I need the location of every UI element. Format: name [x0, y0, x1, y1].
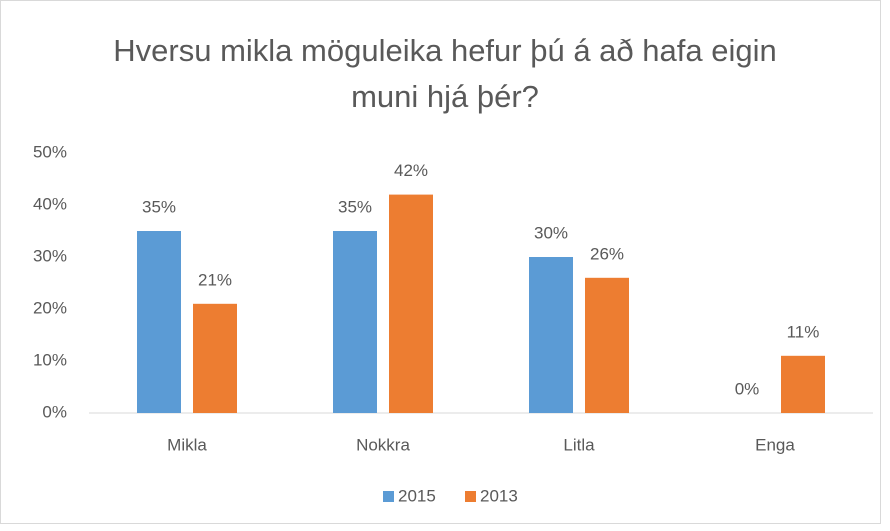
bar — [193, 303, 237, 413]
y-tick-label: 10% — [33, 350, 67, 369]
bar — [781, 355, 825, 413]
y-tick-label: 40% — [33, 194, 67, 213]
bar — [529, 257, 573, 413]
bar — [389, 194, 433, 413]
y-tick-label: 20% — [33, 298, 67, 317]
data-label: 0% — [735, 379, 760, 398]
legend-label: 2015 — [398, 486, 436, 505]
legend-swatch — [465, 491, 476, 502]
data-label: 35% — [142, 197, 176, 216]
chart-title: Hversu mikla möguleika hefur þú á að haf… — [113, 33, 777, 114]
data-label: 42% — [394, 161, 428, 180]
bar — [333, 231, 377, 413]
data-label: 30% — [534, 223, 568, 242]
y-tick-label: 50% — [33, 142, 67, 161]
data-label: 26% — [590, 244, 624, 263]
x-tick-label: Nokkra — [356, 435, 410, 454]
y-tick-label: 0% — [42, 402, 67, 421]
legend-label: 2013 — [480, 486, 518, 505]
x-tick-label: Enga — [755, 435, 795, 454]
data-label: 21% — [198, 270, 232, 289]
y-tick-label: 30% — [33, 246, 67, 265]
x-tick-label: Mikla — [167, 435, 207, 454]
bar — [137, 231, 181, 413]
data-label: 35% — [338, 197, 372, 216]
x-tick-label: Litla — [563, 435, 595, 454]
data-label: 11% — [787, 322, 820, 341]
legend-swatch — [383, 491, 394, 502]
bar — [585, 277, 629, 413]
